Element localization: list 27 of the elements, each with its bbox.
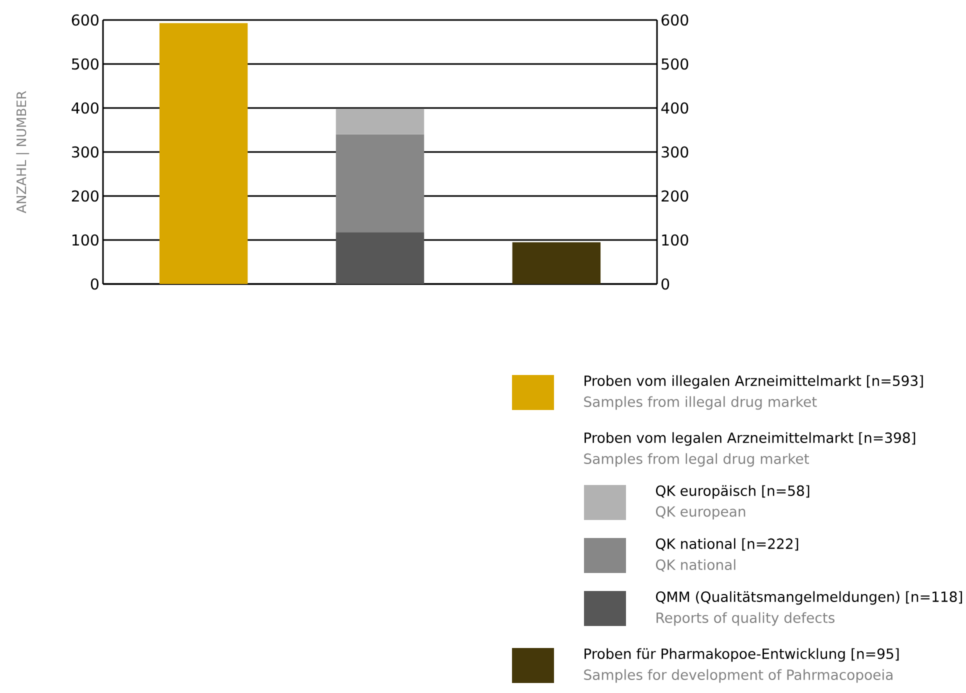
text: Proben vom illegalen Arzneimittelmarkt [n=593] [584, 375, 923, 389]
y-tick-label: 0 [90, 278, 98, 290]
y2-tick-label: 600 [662, 14, 688, 26]
y-tick-label: 100 [72, 234, 98, 246]
y2-tick-label: 0 [662, 278, 670, 290]
y-tick-label: 300 [72, 146, 98, 158]
y-tick-label: 600 [72, 14, 98, 26]
text: QMM (Qualitätsmangelmeldungen) [n=118] [656, 591, 962, 605]
y-tick-label: 400 [72, 102, 98, 114]
text: QK europäisch [n=58] [656, 485, 810, 499]
y-axis-title: ANZAHL | NUMBER [16, 91, 30, 214]
text: Reports of quality defects [656, 612, 834, 626]
text: Proben vom legalen Arzneimittelmarkt [n=398] [584, 432, 916, 446]
text: Samples from illegal drug market [584, 396, 817, 410]
text: QK european [656, 506, 746, 520]
text: QK national [656, 559, 736, 572]
text: Samples for development of Pahrmacopoeia [584, 669, 892, 683]
y-tick-label: 500 [72, 58, 98, 70]
y-tick-label: 200 [72, 190, 98, 202]
text: Proben für Pharmakopoe-Entwicklung [n=95] [584, 648, 899, 662]
y2-tick-label: 300 [662, 146, 688, 158]
text: Samples from legal drug market [584, 453, 809, 467]
text: QK national [n=222] [656, 538, 798, 551]
y2-tick-label: 100 [662, 234, 688, 246]
y2-tick-label: 500 [662, 58, 688, 70]
y2-tick-label: 400 [661, 102, 688, 114]
y2-tick-label: 200 [662, 190, 688, 202]
